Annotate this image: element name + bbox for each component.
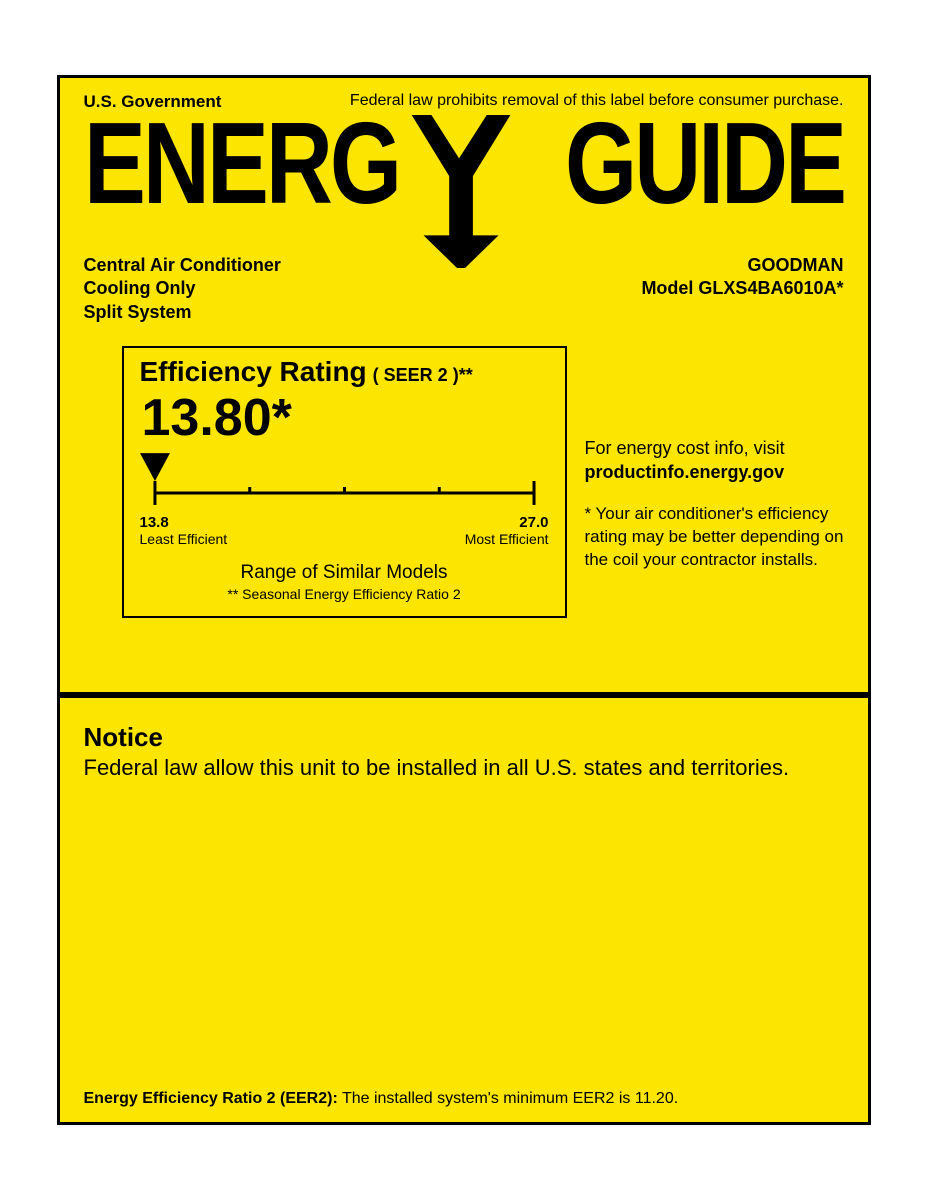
scale-min: 13.8 Least Efficient (140, 514, 228, 547)
info-text: For energy cost info, visit (585, 436, 844, 460)
notice-text: Federal law allow this unit to be instal… (84, 755, 844, 781)
scale-max-label: Most Efficient (465, 531, 549, 547)
logo: ENERG GUIDE (84, 108, 844, 268)
top-section: U.S. Government Federal law prohibits re… (60, 78, 868, 698)
rating-subtitle: ( SEER 2 )** (373, 365, 473, 386)
rating-scale (140, 448, 549, 518)
scale-max: 27.0 Most Efficient (465, 514, 549, 547)
notice-title: Notice (84, 722, 844, 753)
product-description: Central Air Conditioner Cooling Only Spl… (84, 254, 281, 324)
arrow-icon (411, 115, 510, 268)
svg-text:ENERG: ENERG (84, 108, 399, 228)
bottom-section: Notice Federal law allow this unit to be… (60, 698, 868, 1122)
rating-title-row: Efficiency Rating ( SEER 2 )** (140, 356, 549, 388)
rating-value: 13.80* (142, 392, 549, 444)
rating-title: Efficiency Rating (140, 356, 367, 388)
pointer-icon (140, 453, 170, 481)
product-line-1: Central Air Conditioner (84, 254, 281, 277)
side-column: For energy cost info, visit productinfo.… (585, 346, 844, 617)
middle-row: Efficiency Rating ( SEER 2 )** 13.80* (84, 346, 844, 617)
svg-text:GUIDE: GUIDE (565, 108, 844, 228)
efficiency-rating-box: Efficiency Rating ( SEER 2 )** 13.80* (122, 346, 567, 617)
product-line-3: Split System (84, 301, 281, 324)
eer-text: The installed system's minimum EER2 is 1… (338, 1090, 678, 1107)
eer-label: Energy Efficiency Ratio 2 (EER2): (84, 1090, 338, 1107)
scale-svg (140, 448, 549, 518)
product-brand: GOODMAN (641, 254, 843, 277)
seer-note: ** Seasonal Energy Efficiency Ratio 2 (140, 586, 549, 602)
info-link: productinfo.energy.gov (585, 460, 844, 484)
product-line-2: Cooling Only (84, 277, 281, 300)
eer-row: Energy Efficiency Ratio 2 (EER2): The in… (84, 1090, 844, 1108)
scale-labels: 13.8 Least Efficient 27.0 Most Efficient (140, 514, 549, 547)
scale-min-label: Least Efficient (140, 531, 228, 547)
energy-guide-label: U.S. Government Federal law prohibits re… (57, 75, 871, 1125)
product-model: Model GLXS4BA6010A* (641, 277, 843, 300)
energyguide-logo-svg: ENERG GUIDE (84, 108, 844, 268)
range-text: Range of Similar Models (140, 562, 549, 584)
product-brand-model: GOODMAN Model GLXS4BA6010A* (641, 254, 843, 324)
star-note: * Your air conditioner's efficiency rati… (585, 503, 844, 572)
